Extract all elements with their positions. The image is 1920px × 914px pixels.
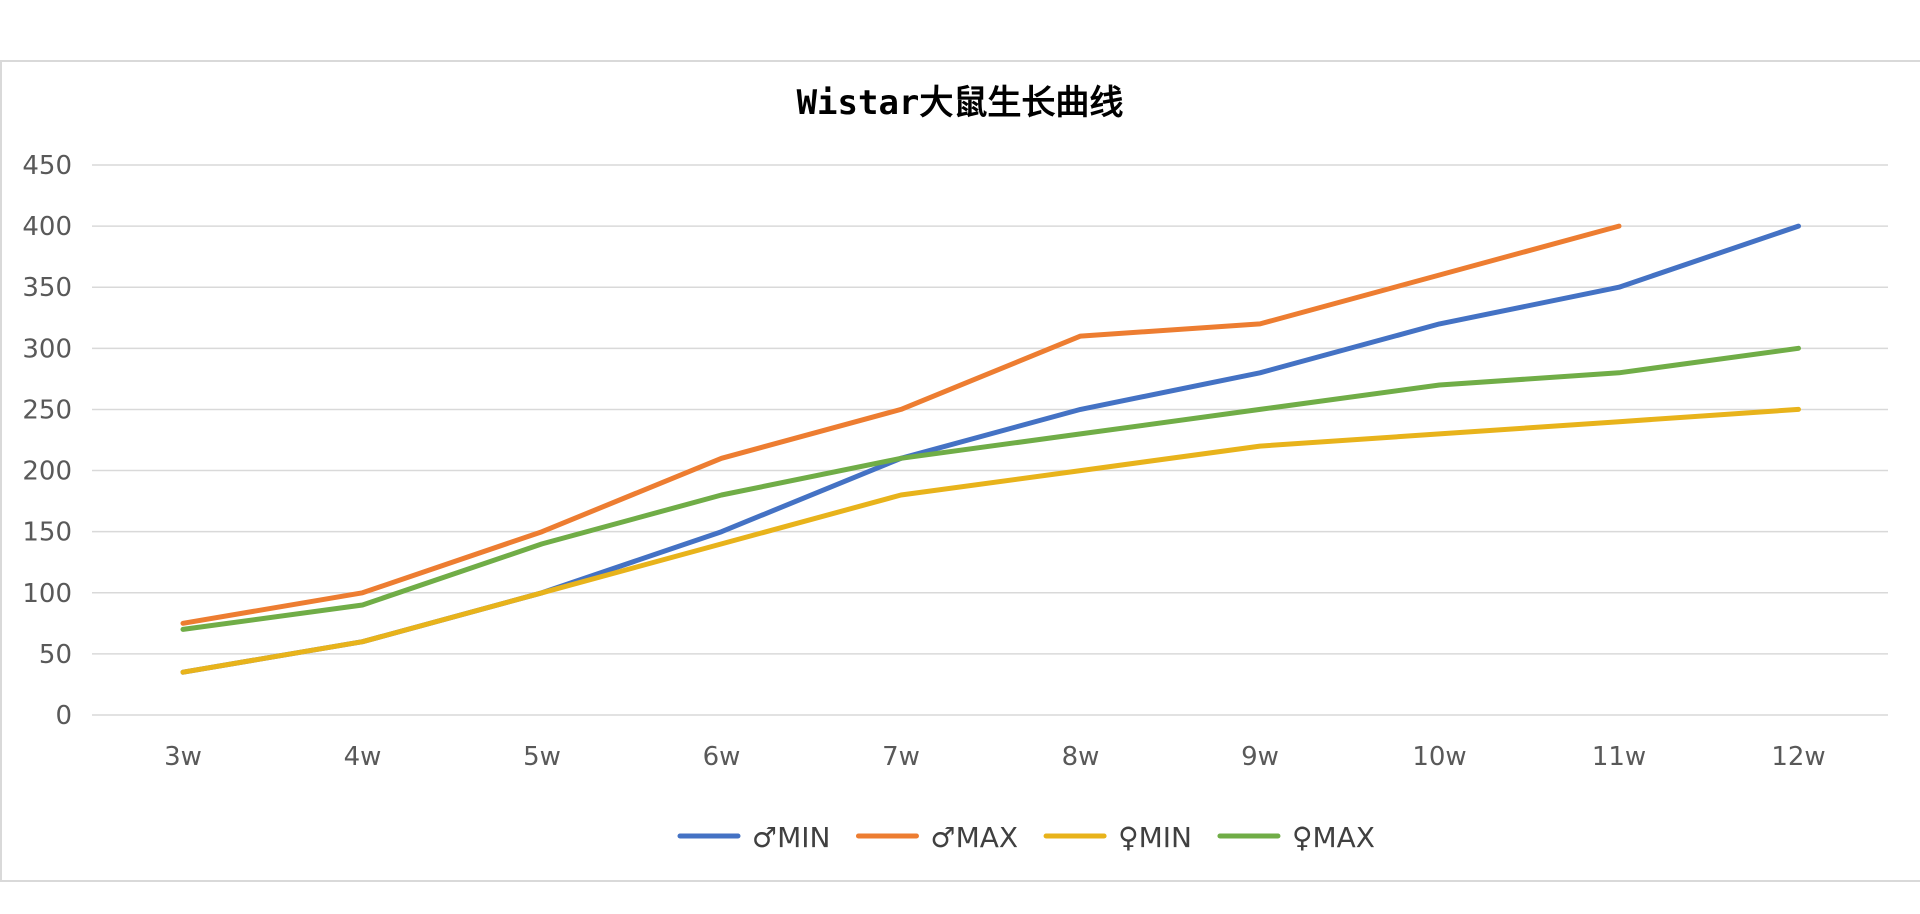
x-tick-label: 11w [1592, 742, 1646, 772]
y-tick-label: 450 [22, 151, 72, 181]
x-tick-label: 9w [1241, 742, 1279, 772]
x-tick-label: 12w [1771, 742, 1825, 772]
series-line-1 [180, 223, 1622, 626]
x-tick-label: 5w [523, 742, 561, 772]
x-tick-label: 3w [164, 742, 202, 772]
y-tick-label: 200 [22, 457, 72, 487]
legend: ♂MIN ♂MAX ♀MIN ♀MAX [677, 821, 1375, 854]
y-tick-label: 400 [22, 212, 72, 242]
x-tick-label: 10w [1412, 742, 1466, 772]
y-tick-label: 150 [22, 518, 72, 548]
legend-label-2: ♀MIN [1118, 821, 1192, 854]
x-tick-label: 8w [1062, 742, 1100, 772]
series-lines [180, 223, 1801, 675]
x-tick-label: 6w [703, 742, 741, 772]
y-tick-label: 0 [55, 701, 72, 731]
series-line-2 [180, 406, 1801, 675]
x-tick-label: 7w [882, 742, 920, 772]
gridlines [92, 164, 1888, 716]
chart-title: Wistar大鼠生长曲线 [797, 83, 1124, 123]
y-tick-label: 250 [22, 395, 72, 425]
y-tick-label: 350 [22, 273, 72, 303]
legend-label-0: ♂MIN [752, 821, 830, 854]
x-axis-ticks: 3w 4w 5w 6w 7w 8w 9w 10w 11w 12w [164, 742, 1826, 772]
legend-label-1: ♂MAX [930, 821, 1018, 854]
x-tick-label: 4w [344, 742, 382, 772]
series-line-3 [180, 345, 1801, 632]
y-tick-label: 100 [22, 579, 72, 609]
y-tick-label: 300 [22, 334, 72, 364]
legend-label-3: ♀MAX [1292, 821, 1375, 854]
y-axis-ticks: 0 50 100 150 200 250 300 350 400 450 [22, 151, 72, 731]
y-tick-label: 50 [39, 640, 72, 670]
